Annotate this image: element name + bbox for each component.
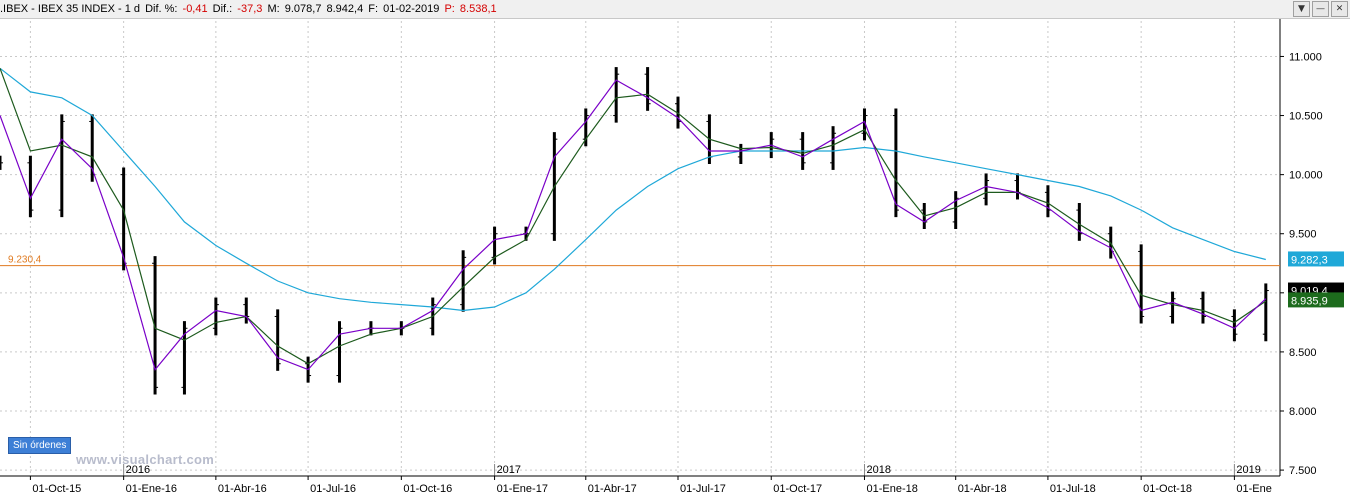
plot-area bbox=[0, 21, 1280, 476]
year-label: 2019 bbox=[1236, 464, 1260, 476]
window-titlebar: .IBEX - IBEX 35 INDEX - 1 d Dif. %: -0,4… bbox=[0, 0, 1350, 19]
ma-medium-label-box bbox=[1288, 292, 1344, 308]
y-tick-label: 7.500 bbox=[1289, 465, 1317, 477]
min-value: 8.942,4 bbox=[326, 3, 364, 15]
close-button[interactable]: ✕ bbox=[1331, 1, 1348, 17]
y-tick-label: 10.000 bbox=[1289, 170, 1323, 182]
y-tick-label: 11.000 bbox=[1289, 51, 1322, 63]
x-tick-label: 01-Abr-16 bbox=[218, 483, 267, 495]
dropdown-button[interactable]: ▼ bbox=[1293, 1, 1310, 17]
x-tick-label: 01-Ene-16 bbox=[126, 483, 177, 495]
x-tick-label: 01-Oct-15 bbox=[32, 483, 81, 495]
price-chart[interactable]: 7.5008.0008.5009.0009.50010.00010.50011.… bbox=[0, 19, 1350, 496]
dif-pct-label: Dif. %: bbox=[145, 3, 178, 15]
ma-long-label-box bbox=[1288, 251, 1344, 267]
year-label: 2018 bbox=[866, 464, 890, 476]
x-tick-label: 01-Ene-18 bbox=[866, 483, 917, 495]
orders-badge[interactable]: Sin órdenes bbox=[8, 437, 72, 454]
x-tick-label: 01-Abr-18 bbox=[958, 483, 1007, 495]
x-tick-label: 01-Abr-17 bbox=[588, 483, 637, 495]
window-buttons: ▼ — ✕ bbox=[1293, 1, 1348, 17]
price-label: P: bbox=[444, 3, 455, 15]
level-line-label: 9.230,4 bbox=[8, 255, 42, 266]
x-tick-label: 01-Ene-17 bbox=[497, 483, 548, 495]
watermark: www.visualchart.com bbox=[76, 452, 215, 467]
y-tick-label: 9.500 bbox=[1289, 229, 1317, 241]
ma-long-value-label: 9.282,3 bbox=[1291, 254, 1328, 266]
x-tick-label: 01-Jul-17 bbox=[680, 483, 726, 495]
y-tick-label: 8.000 bbox=[1289, 406, 1317, 418]
minimize-button[interactable]: — bbox=[1312, 1, 1329, 17]
year-label: 2016 bbox=[126, 464, 150, 476]
x-tick-label: 01-Oct-18 bbox=[1143, 483, 1192, 495]
dif-value: -37,3 bbox=[237, 3, 263, 15]
y-tick-label: 8.500 bbox=[1289, 347, 1317, 359]
year-label: 2017 bbox=[497, 464, 521, 476]
x-tick-label: 01-Jul-18 bbox=[1050, 483, 1096, 495]
price-value: 8.538,1 bbox=[459, 3, 497, 15]
date-label: F: bbox=[368, 3, 379, 15]
x-tick-label: 01-Jul-16 bbox=[310, 483, 356, 495]
ma-medium-line bbox=[0, 68, 1267, 365]
ma-long-line bbox=[0, 67, 1266, 312]
x-tick-label: 01-Oct-16 bbox=[403, 483, 452, 495]
y-tick-label: 10.500 bbox=[1289, 111, 1323, 123]
ma-medium-value-label: 8.935,9 bbox=[1291, 295, 1328, 307]
date-value: 01-02-2019 bbox=[383, 3, 440, 15]
symbol-label: .IBEX - IBEX 35 INDEX - 1 d bbox=[0, 3, 140, 15]
x-tick-label: 01-Oct-17 bbox=[773, 483, 822, 495]
x-tick-label: 01-Ene bbox=[1236, 483, 1271, 495]
max-label: M: bbox=[267, 3, 280, 15]
dif-pct-value: -0,41 bbox=[182, 3, 208, 15]
ma-short-line bbox=[0, 79, 1267, 371]
max-value: 9.078,7 bbox=[284, 3, 322, 15]
dif-label: Dif.: bbox=[212, 3, 233, 15]
